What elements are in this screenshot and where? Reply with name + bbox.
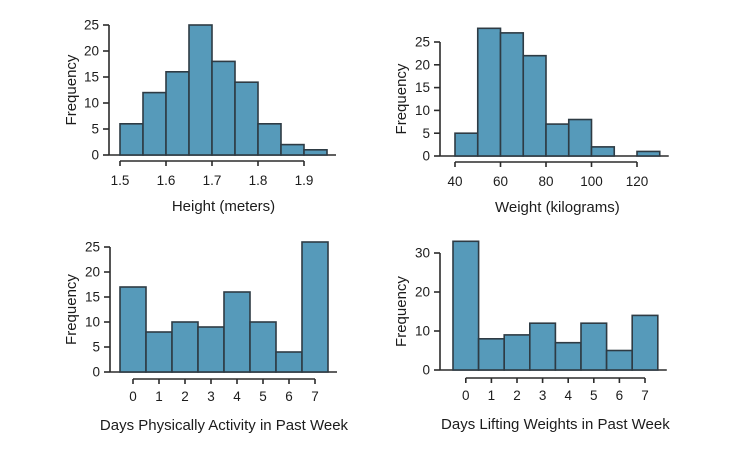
x-tick-label: 120 (626, 174, 649, 189)
histogram-bar (554, 341, 582, 371)
y-tick-label: 10 (415, 103, 430, 118)
y-tick-label: 30 (415, 246, 430, 261)
y-tick-label: 20 (85, 265, 100, 280)
x-tick-label: 7 (641, 388, 649, 403)
y-tick-label: 20 (415, 285, 430, 300)
y-tick-label: 0 (92, 365, 100, 380)
x-tick-label: 60 (493, 174, 508, 189)
y-tick-label: 15 (84, 70, 99, 85)
histogram-bar (223, 291, 251, 373)
x-axis-title: Weight (kilograms) (495, 199, 620, 216)
histogram-bar (452, 240, 480, 371)
x-tick-label: 1.5 (111, 173, 130, 188)
histogram-bar (590, 146, 616, 157)
histogram-days-activity-chart: 0 5 10 15 20 25 0 1 2 3 4 5 6 7 Days Physically Activi… (63, 240, 349, 434)
y-tick-label: 20 (415, 57, 430, 72)
histogram-height-chart: 0 5 10 15 20 25 1.5 1.6 1.7 1.8 1.9 Height (meters)… (63, 18, 336, 215)
y-tick-label: 10 (415, 324, 430, 339)
y-tick-label: 0 (422, 149, 430, 164)
x-axis-title: Days Lifting Weights in Past Week (441, 416, 670, 433)
histogram-bar (631, 314, 659, 371)
x-tick-label: 1.8 (249, 173, 268, 188)
x-tick-label: 4 (564, 388, 572, 403)
histogram-bar (188, 24, 213, 156)
histogram-bar (142, 91, 167, 156)
x-tick-label: 5 (590, 388, 598, 403)
histogram-bar (454, 132, 479, 157)
y-tick-label: 25 (85, 240, 100, 255)
y-axis-title: Frequency (63, 54, 80, 125)
histogram-bar (503, 334, 531, 371)
y-tick-label: 5 (91, 122, 99, 137)
histogram-bar (476, 27, 502, 157)
histogram-bar (145, 331, 173, 373)
y-tick-label: 5 (92, 340, 100, 355)
y-axis-title: Frequency (393, 276, 410, 347)
histogram-bar (301, 241, 329, 373)
x-tick-label: 80 (538, 174, 553, 189)
x-tick-label: 2 (513, 388, 521, 403)
x-tick-label: 5 (259, 389, 267, 404)
x-tick-label: 0 (129, 389, 137, 404)
x-tick-label: 2 (181, 389, 189, 404)
histogram-bar (119, 123, 144, 156)
x-tick-label: 1.9 (295, 173, 314, 188)
histogram-bar (249, 321, 277, 373)
histogram-bar (234, 81, 259, 156)
y-tick-label: 25 (84, 18, 99, 33)
x-tick-label: 3 (539, 388, 547, 403)
histogram-bar (171, 321, 199, 373)
histogram-weight-chart: 0 5 10 15 20 25 40 60 80 100 120 Weight (kilograms)… (393, 27, 669, 216)
x-tick-label: 1.6 (157, 173, 176, 188)
y-tick-label: 20 (84, 44, 99, 59)
x-tick-label: 6 (285, 389, 293, 404)
y-tick-label: 10 (85, 315, 100, 330)
y-tick-label: 25 (415, 35, 430, 50)
histogram-bar (477, 338, 505, 371)
y-tick-label: 0 (91, 148, 99, 163)
histogram-bar (119, 286, 147, 373)
y-axis-title: Frequency (63, 274, 80, 345)
histogram-bar (499, 32, 525, 157)
histogram-bar (529, 322, 557, 371)
histogram-bar (636, 150, 661, 157)
x-axis-title: Height (meters) (172, 198, 275, 215)
x-tick-label: 1 (488, 388, 496, 403)
y-tick-label: 10 (84, 96, 99, 111)
histogram-bar (165, 70, 190, 156)
histogram-bar (280, 143, 305, 156)
y-tick-label: 15 (85, 290, 100, 305)
x-tick-label: 3 (207, 389, 215, 404)
x-tick-label: 6 (616, 388, 624, 403)
histogram-bar (303, 149, 328, 156)
x-axis-title: Days Physically Activity in Past Week (100, 417, 349, 434)
histogram-bar (567, 118, 593, 157)
x-tick-label: 0 (462, 388, 470, 403)
histogram-bar (275, 351, 303, 373)
x-tick-label: 100 (580, 174, 603, 189)
histogram-days-lifting-chart: 0 10 20 30 0 1 2 3 4 5 6 7 Days Lifting Weights in P… (393, 240, 670, 433)
x-tick-label: 7 (311, 389, 319, 404)
histogram-bar (211, 60, 236, 156)
histogram-bar (197, 326, 225, 373)
histogram-bar (257, 123, 282, 156)
y-tick-label: 15 (415, 80, 430, 95)
x-tick-label: 1.7 (203, 173, 222, 188)
histogram-bar (580, 322, 608, 371)
histogram-bar (605, 349, 634, 371)
x-tick-label: 1 (155, 389, 163, 404)
y-axis-title: Frequency (393, 63, 410, 134)
histogram-bar (522, 54, 547, 157)
y-tick-label: 0 (422, 363, 430, 378)
x-tick-label: 40 (447, 174, 462, 189)
histogram-bar (545, 123, 570, 157)
x-tick-label: 4 (233, 389, 241, 404)
y-tick-label: 5 (422, 126, 430, 141)
